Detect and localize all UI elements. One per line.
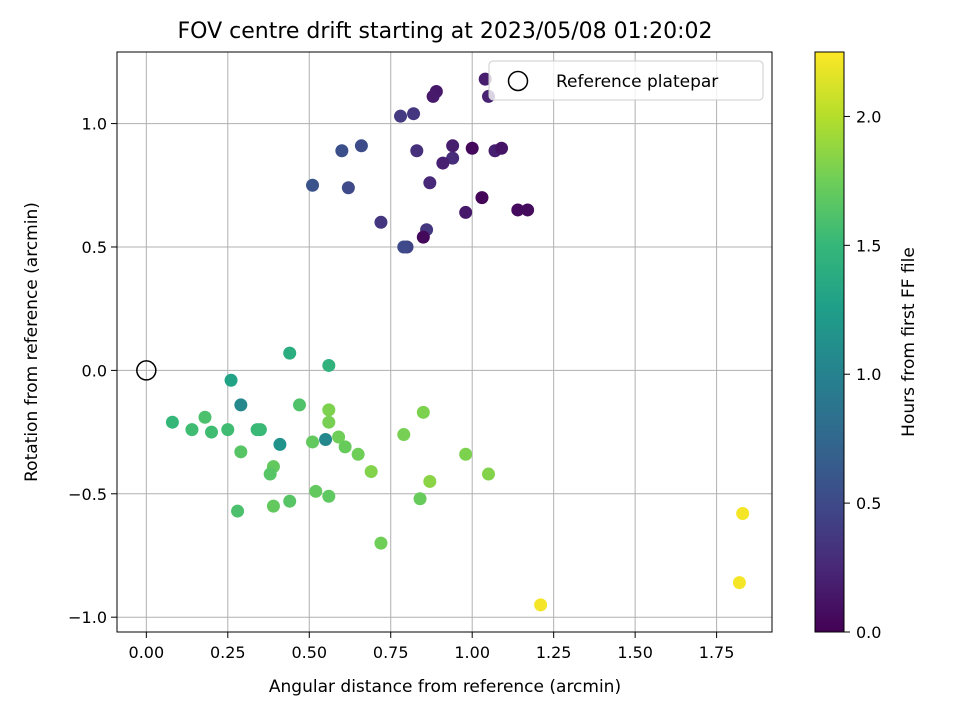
chart-title: FOV centre drift starting at 2023/05/08 … <box>178 19 713 44</box>
y-tick-label: 1.0 <box>82 115 107 134</box>
data-point <box>416 230 430 244</box>
data-point <box>263 467 277 481</box>
data-point <box>319 432 333 446</box>
colorbar-ticks: 0.0 0.5 1.0 1.5 2.0 <box>844 107 881 642</box>
y-tick-label: 0.0 <box>82 361 107 380</box>
data-point <box>165 415 179 429</box>
data-point <box>446 151 460 165</box>
colorbar-label: Hours from first FF file <box>899 247 919 437</box>
data-point <box>397 240 411 254</box>
y-tick-label: −0.5 <box>68 485 107 504</box>
y-tick-label: 0.5 <box>82 238 107 257</box>
data-point <box>309 484 323 498</box>
data-point <box>185 423 199 437</box>
x-tick-label: 0.75 <box>373 643 409 662</box>
legend-box <box>488 60 764 101</box>
colorbar-tick-label: 1.5 <box>856 236 881 255</box>
grid-lines <box>117 52 772 632</box>
colorbar-gradient <box>814 51 845 633</box>
data-point <box>335 144 349 158</box>
y-axis-label: Rotation from reference (arcmin) <box>22 202 42 482</box>
data-point <box>322 489 336 503</box>
data-point <box>459 205 473 219</box>
colorbar-tick-label: 1.0 <box>856 365 881 384</box>
colorbar-tick-label: 0.5 <box>856 494 881 513</box>
data-point <box>306 435 320 449</box>
data-point <box>322 403 336 417</box>
data-point <box>374 215 388 229</box>
x-tick-label: 1.50 <box>617 643 653 662</box>
x-axis-label: Angular distance from reference (arcmin) <box>269 677 621 697</box>
data-point <box>426 89 440 103</box>
data-points <box>165 72 750 612</box>
x-tick-label: 1.25 <box>536 643 572 662</box>
legend: Reference platepar <box>488 60 764 101</box>
data-point <box>732 576 746 590</box>
data-point <box>436 156 450 170</box>
data-point <box>234 445 248 459</box>
data-point <box>351 447 365 461</box>
data-point <box>416 405 430 419</box>
plot-frame <box>116 51 773 633</box>
y-tick-label: −1.0 <box>68 608 107 627</box>
data-point <box>475 191 489 205</box>
colorbar-tick-label: 0.0 <box>856 623 881 642</box>
x-tick-label: 0.25 <box>210 643 246 662</box>
data-point <box>534 598 548 612</box>
data-point <box>273 437 287 451</box>
colorbar-tick-label: 2.0 <box>856 107 881 126</box>
x-tick-label: 0.00 <box>129 643 165 662</box>
data-point <box>332 430 346 444</box>
data-point <box>283 346 297 360</box>
x-tick-label: 1.00 <box>454 643 490 662</box>
data-point <box>374 536 388 550</box>
y-ticks: −1.0 −0.5 0.0 0.5 1.0 <box>68 115 117 627</box>
data-point <box>736 507 750 521</box>
x-tick-label: 1.75 <box>699 643 735 662</box>
data-point <box>221 423 235 437</box>
data-point <box>478 72 492 86</box>
data-point <box>234 398 248 412</box>
data-point <box>423 176 437 190</box>
data-point <box>292 398 306 412</box>
data-point <box>322 358 336 372</box>
data-point <box>231 504 245 518</box>
data-point <box>253 423 267 437</box>
data-point <box>283 494 297 508</box>
data-point <box>465 141 479 155</box>
reference-platepar-marker <box>136 360 157 381</box>
data-point <box>322 415 336 429</box>
x-ticks: 0.00 0.25 0.50 0.75 1.00 1.25 1.50 1.75 <box>129 632 735 662</box>
data-point <box>364 465 378 479</box>
data-point <box>306 178 320 192</box>
data-point <box>511 203 525 217</box>
legend-entry-label: Reference platepar <box>556 72 718 92</box>
x-tick-label: 0.50 <box>291 643 327 662</box>
data-point <box>446 139 460 153</box>
data-point <box>410 144 424 158</box>
data-point <box>394 109 408 123</box>
data-point <box>198 410 212 424</box>
data-point <box>341 181 355 195</box>
data-point <box>481 467 495 481</box>
data-point <box>266 499 280 513</box>
data-point <box>224 373 238 387</box>
reference-marker-group <box>136 360 157 381</box>
colorbar: 0.0 0.5 1.0 1.5 2.0 Hours from first FF file <box>814 51 919 642</box>
data-point <box>338 440 352 454</box>
data-point <box>521 203 535 217</box>
legend-reference-marker <box>507 70 529 92</box>
data-point <box>354 139 368 153</box>
data-point <box>495 141 509 155</box>
data-point <box>205 425 219 439</box>
data-point <box>413 492 427 506</box>
data-point <box>423 474 437 488</box>
data-point <box>407 107 421 121</box>
data-point <box>459 447 473 461</box>
data-point <box>397 428 411 442</box>
